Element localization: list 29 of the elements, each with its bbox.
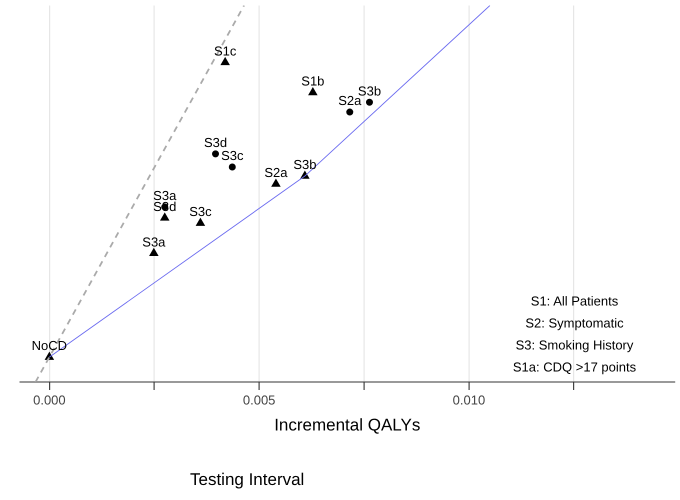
annotation: S2: Symptomatic — [525, 316, 624, 331]
point — [272, 178, 280, 187]
point — [366, 98, 373, 106]
x-tick-label: 0.000 — [33, 392, 66, 408]
annotation: S3: Smoking History — [516, 338, 634, 353]
annotation: S1: All Patients — [530, 294, 619, 309]
annotation: S1c — [214, 43, 237, 58]
annotation: S3c — [189, 204, 212, 220]
point — [228, 164, 236, 171]
x-tick-label: 0.010 — [452, 392, 486, 408]
annotation: S3b — [358, 83, 382, 98]
point — [212, 150, 220, 158]
point — [149, 248, 158, 256]
legend-title: Testing Interval — [190, 470, 304, 490]
annotation: S3c — [221, 148, 244, 164]
annotation: S1a: CDQ >17 points — [512, 360, 637, 375]
x-tick-label: 0.005 — [242, 392, 276, 408]
annotation: S3a — [142, 234, 166, 250]
annotation: S2a — [264, 165, 288, 180]
point — [160, 212, 170, 221]
point — [196, 218, 205, 226]
annotation: NoCD — [32, 338, 68, 354]
point — [308, 87, 318, 96]
annotation: S1b — [301, 74, 324, 89]
x-axis-title: Incremental QALYs — [274, 415, 420, 434]
annotation: S3b — [293, 157, 316, 172]
annotation: S3d — [204, 134, 228, 150]
point — [346, 108, 354, 116]
point — [220, 57, 230, 66]
